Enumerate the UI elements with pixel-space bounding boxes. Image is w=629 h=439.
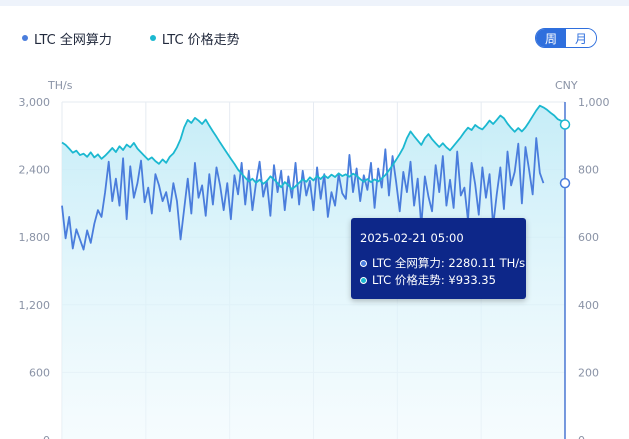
tooltip-price-text: LTC 价格走势: ¥933.35	[372, 273, 496, 287]
marker-layer	[559, 102, 571, 439]
right-tick-label: 1,000	[578, 96, 610, 109]
legend-item-price[interactable]: LTC 价格走势	[149, 29, 240, 48]
tooltip-row-price: LTC 价格走势: ¥933.35	[360, 272, 496, 288]
left-tick-label: 1,800	[19, 231, 51, 244]
tooltip-dot-hashrate	[360, 259, 367, 267]
right-axis-unit: CNY	[555, 79, 578, 92]
legend-item-hashrate[interactable]: LTC 全网算力	[22, 29, 112, 48]
top-band	[0, 0, 629, 6]
tooltip: 2025-02-21 05:00 LTC 全网算力: 2280.11 TH/s …	[351, 218, 526, 299]
left-tick-label: 0	[43, 434, 50, 439]
left-tick-label: 3,000	[19, 96, 51, 109]
hashrate-line	[61, 137, 545, 251]
legend-dot-hashrate	[22, 35, 28, 41]
tooltip-date: 2025-02-21 05:00	[360, 231, 464, 245]
tooltip-hashrate-text: LTC 全网算力: 2280.11 TH/s	[372, 256, 526, 270]
right-tick-label: 800	[578, 164, 599, 177]
hashrate-highlight-point	[559, 177, 571, 189]
period-option-week[interactable]: 周	[536, 29, 566, 47]
right-tick-label: 0	[578, 434, 585, 439]
price-line	[61, 104, 566, 191]
period-toggle: 周 月	[535, 28, 597, 48]
legend-label-price: LTC 价格走势	[161, 32, 240, 48]
price-highlight-point	[559, 119, 571, 130]
left-tick-label: 600	[29, 366, 50, 379]
right-tick-label: 400	[578, 299, 599, 312]
period-option-month[interactable]: 月	[566, 29, 596, 47]
axis-layer: TH/s CNY 0 600 1,200 1,800 2,400 3,000 0 200 400 60…	[19, 79, 610, 439]
tooltip-dot-price	[360, 276, 367, 284]
series-layer	[61, 104, 566, 439]
legend-label-hashrate: LTC 全网算力	[34, 32, 112, 48]
legend: LTC 全网算力 LTC 价格走势	[22, 29, 240, 48]
right-tick-label: 600	[578, 231, 599, 244]
legend-dot-price	[149, 35, 156, 41]
tooltip-row-hashrate: LTC 全网算力: 2280.11 TH/s	[360, 255, 525, 271]
left-tick-label: 1,200	[19, 299, 51, 312]
right-tick-label: 200	[578, 366, 599, 379]
left-tick-label: 2,400	[19, 164, 51, 177]
left-axis-unit: TH/s	[47, 79, 73, 92]
